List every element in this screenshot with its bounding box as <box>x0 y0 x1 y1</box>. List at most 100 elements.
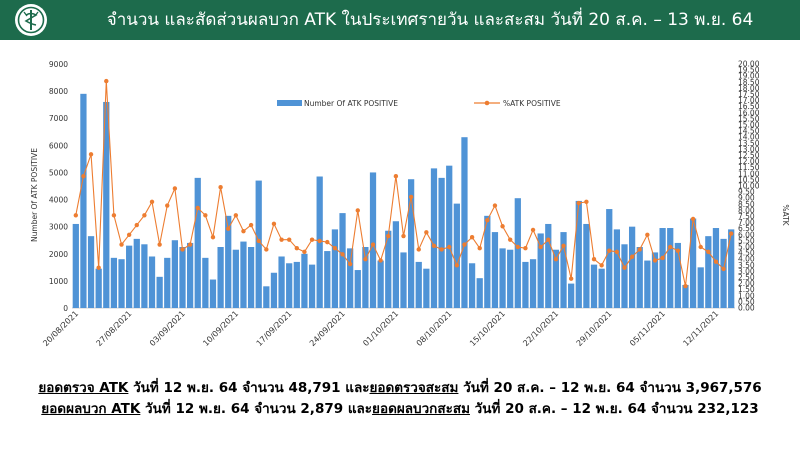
bar <box>95 268 102 308</box>
y-tick-label: 9000 <box>49 60 68 69</box>
y2-tick-label: 12.00 <box>738 157 760 166</box>
y2-tick-label: 13.00 <box>738 145 760 154</box>
pct-point <box>538 244 543 250</box>
pct-point <box>149 199 155 205</box>
bar-series <box>72 93 735 308</box>
pct-point <box>401 233 406 239</box>
pct-point <box>416 247 421 252</box>
y2-tick-label: 0.50 <box>738 297 755 306</box>
footer-text-positives-cumulative: วันที่ 20 ส.ค. – 12 พ.ย. 64 จำนวน 232,12… <box>469 401 759 417</box>
pct-point <box>645 232 650 237</box>
pct-point <box>111 213 117 218</box>
bar <box>583 223 590 308</box>
bar <box>415 261 422 308</box>
bar <box>468 263 476 308</box>
pct-point <box>294 246 300 251</box>
pct-point <box>210 235 216 240</box>
pct-point <box>157 242 162 247</box>
bar <box>148 256 156 308</box>
pct-point <box>515 244 521 250</box>
y2-tick-label: 15.00 <box>738 121 760 130</box>
y2-tick-label: 8.50 <box>738 200 755 209</box>
legend-swatch-bar <box>277 100 302 106</box>
legend-swatch-marker <box>484 100 490 106</box>
y-axis-left: 0 1000 2000 3000 4000 5000 6000 7000 8000 9000 <box>49 60 68 313</box>
bar <box>628 226 636 308</box>
pct-point <box>325 239 330 245</box>
y2-tick-label: 1.00 <box>738 291 755 300</box>
bar <box>529 259 537 308</box>
pct-point <box>309 237 315 242</box>
pct-point <box>447 244 452 250</box>
pct-point <box>530 227 536 233</box>
chart-legend: Number Of ATK POSITIVE %ATK POSITIVE <box>277 99 561 108</box>
bar <box>728 229 735 308</box>
x-axis: 20/08/2021 27/08/2021 03/09/2021 10/09/2021… <box>41 309 720 348</box>
bar <box>354 270 361 308</box>
bar <box>644 260 651 308</box>
bar <box>682 284 689 308</box>
bar <box>141 244 148 308</box>
pct-point <box>591 257 597 262</box>
y-tick-label: 2000 <box>49 250 68 259</box>
y2-tick-label: 14.00 <box>738 133 760 142</box>
bar <box>247 247 255 308</box>
bar <box>705 236 712 308</box>
bar <box>377 260 384 308</box>
bar <box>225 215 232 308</box>
x-tick-label: 20/08/2021 <box>41 309 80 348</box>
x-tick-label: 17/09/2021 <box>255 309 294 348</box>
bar <box>659 228 666 308</box>
pct-point <box>507 237 513 242</box>
x-tick-label: 22/10/2021 <box>521 309 560 348</box>
pct-point <box>187 242 193 247</box>
y-tick-label: 4000 <box>49 196 68 205</box>
y2-tick-label: 15.50 <box>738 114 760 123</box>
bar <box>674 242 681 308</box>
y2-tick-label: 5.50 <box>738 236 755 245</box>
bar <box>240 241 247 308</box>
pct-point <box>317 238 322 244</box>
footer-text-tests-cumulative: วันที่ 20 ส.ค. – 12 พ.ย. 64 จำนวน 3,967,… <box>458 380 762 396</box>
bar <box>217 247 224 308</box>
pct-point <box>264 247 269 252</box>
y2-tick-label: 10.50 <box>738 175 760 184</box>
pct-point <box>469 235 475 240</box>
footer-label-positives-cumulative: ยอดผลบวกสะสม <box>372 401 470 417</box>
y2-tick-label: 4.00 <box>738 255 755 264</box>
footer-label-tests: ยอดตรวจ ATK <box>38 380 129 396</box>
y2-tick-label: 5.00 <box>738 243 755 252</box>
bar <box>103 101 110 308</box>
bar <box>209 279 217 308</box>
bar <box>72 223 79 308</box>
pct-point <box>584 199 589 205</box>
bar <box>263 286 270 308</box>
y-tick-label: 5000 <box>49 168 68 177</box>
bar <box>689 218 697 308</box>
bar <box>575 200 582 308</box>
pct-point <box>241 228 246 234</box>
pct-point <box>523 246 528 251</box>
pct-point <box>180 247 185 252</box>
x-tick-label: 29/10/2021 <box>575 309 614 348</box>
pct-point <box>500 224 505 229</box>
pct-point <box>683 283 688 289</box>
bar <box>423 268 430 308</box>
bar <box>278 256 285 308</box>
bar <box>232 249 239 308</box>
bar <box>164 257 171 308</box>
pct-point <box>561 243 566 248</box>
legend-label-bar: Number Of ATK POSITIVE <box>304 99 398 108</box>
y2-tick-label: 12.50 <box>738 151 760 160</box>
bar <box>286 263 293 308</box>
bar <box>392 221 400 308</box>
bar <box>667 228 674 308</box>
pct-point <box>256 238 261 244</box>
y2-tick-label: 16.00 <box>738 108 760 117</box>
bar <box>522 261 529 308</box>
moph-emblem-icon <box>15 4 47 36</box>
pct-point <box>233 213 239 218</box>
y2-tick-label: 9.50 <box>738 188 755 197</box>
pct-point <box>607 248 612 253</box>
bar <box>133 238 140 308</box>
